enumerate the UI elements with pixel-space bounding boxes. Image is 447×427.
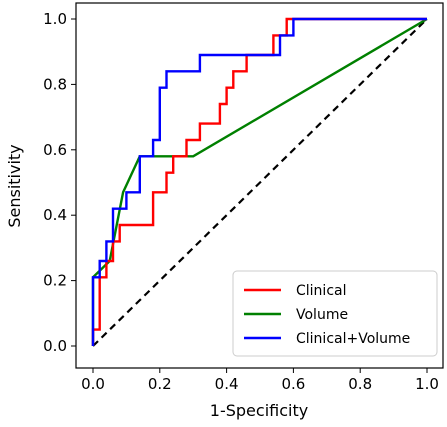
x-tick-label: 0.4 xyxy=(215,375,239,393)
series-line-reference-diagonal xyxy=(92,18,428,347)
y-tick-label: 0.0 xyxy=(43,337,67,355)
x-axis-ticks: 0.0 0.2 0.4 0.6 0.8 1.0 xyxy=(81,368,439,393)
legend-label-clinical: Clinical xyxy=(296,283,346,299)
x-tick-label: 0.0 xyxy=(81,375,105,393)
y-tick-label: 0.2 xyxy=(43,272,67,290)
y-tick-label: 1.0 xyxy=(43,10,67,28)
y-tick-label: 0.6 xyxy=(43,141,67,159)
y-tick-label: 0.8 xyxy=(43,75,67,93)
series-line-clinical-volume xyxy=(91,17,427,346)
legend-label-clinical-volume: Clinical+Volume xyxy=(296,331,410,347)
y-axis-label: Sensitivity xyxy=(5,144,24,227)
y-tick-label: 0.4 xyxy=(43,206,67,224)
x-tick-label: 0.8 xyxy=(348,375,372,393)
x-tick-label: 0.6 xyxy=(281,375,305,393)
x-tick-label: 0.2 xyxy=(148,375,172,393)
legend: Clinical Volume Clinical+Volume xyxy=(232,270,438,357)
series-line-clinical xyxy=(91,17,427,346)
x-axis-label: 1-Specificity xyxy=(210,401,308,420)
legend-box xyxy=(232,270,438,357)
y-axis-ticks: 0.0 0.2 0.4 0.6 0.8 1.0 xyxy=(43,10,76,355)
legend-label-volume: Volume xyxy=(296,307,348,323)
series-layer xyxy=(91,17,428,347)
x-tick-label: 1.0 xyxy=(415,375,439,393)
plot-frame xyxy=(75,2,444,369)
